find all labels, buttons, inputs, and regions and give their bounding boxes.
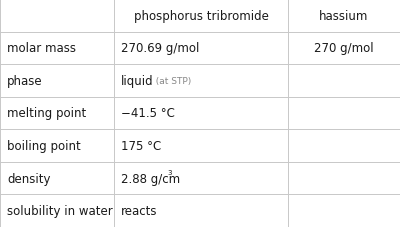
Text: boiling point: boiling point <box>7 139 81 152</box>
Text: 175 °C: 175 °C <box>121 139 162 152</box>
Text: 2.88 g/cm: 2.88 g/cm <box>121 172 180 185</box>
Text: 270 g/mol: 270 g/mol <box>314 42 374 55</box>
Text: −41.5 °C: −41.5 °C <box>121 107 175 120</box>
Text: 3: 3 <box>167 170 172 175</box>
Text: density: density <box>7 172 51 185</box>
Text: molar mass: molar mass <box>7 42 76 55</box>
Text: reacts: reacts <box>121 204 158 217</box>
Text: 270.69 g/mol: 270.69 g/mol <box>121 42 200 55</box>
Text: phosphorus tribromide: phosphorus tribromide <box>134 10 268 23</box>
Text: (at STP): (at STP) <box>150 76 192 86</box>
Text: phase: phase <box>7 75 43 88</box>
Text: solubility in water: solubility in water <box>7 204 113 217</box>
Text: melting point: melting point <box>7 107 86 120</box>
Text: hassium: hassium <box>319 10 369 23</box>
Text: liquid: liquid <box>121 75 154 88</box>
